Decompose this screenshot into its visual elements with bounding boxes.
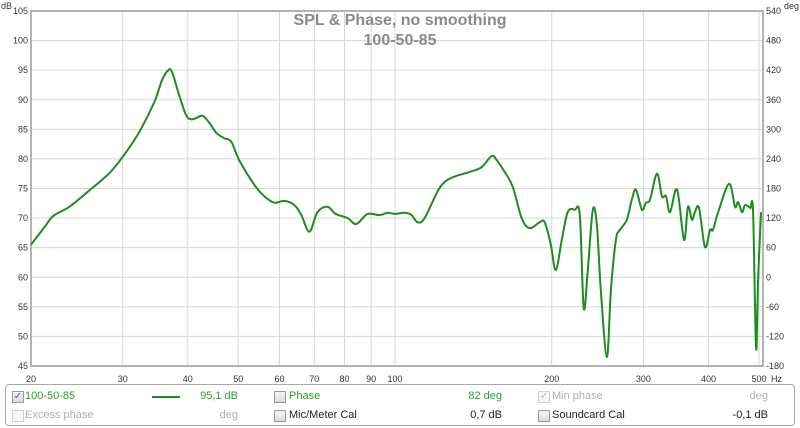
y-axis-label: dB (1, 1, 12, 11)
x-tick-label: 80 (340, 374, 350, 384)
phase-value: 82 deg (468, 390, 502, 402)
y-tick-label: 85 (18, 124, 28, 134)
excess-phase-value: deg (219, 409, 238, 421)
mic-cal-value: 0,7 dB (470, 409, 502, 421)
x-tick-label: 60 (274, 374, 284, 384)
soundcard-cal-checkbox[interactable] (538, 410, 550, 422)
plot-frame (30, 10, 764, 367)
series-line-100-50-85 (30, 67, 762, 359)
trace-label: 100-50-85 (25, 390, 76, 402)
chart-subtitle: 100-50-85 (364, 32, 437, 49)
soundcard-cal-label: Soundcard Cal (552, 409, 625, 421)
y2-tick-label: -60 (766, 302, 779, 312)
trace-value: 95,1 dB (200, 390, 238, 402)
chart-title: SPL & Phase, no smoothing (293, 12, 506, 29)
x-tick-label: 200 (544, 374, 559, 384)
excess-phase-label: Excess phase (25, 409, 94, 421)
x-tick-label: 70 (309, 374, 319, 384)
y2-tick-label: -120 (766, 331, 784, 341)
y-tick-label: 50 (18, 331, 28, 341)
y2-tick-label: 0 (766, 272, 771, 282)
x-tick-label: 30 (118, 374, 128, 384)
excess-phase-checkbox[interactable] (12, 410, 24, 422)
y2-tick-label: 240 (766, 154, 781, 164)
x-tick-label: 20 (26, 374, 36, 384)
x-axis-label: Hz (771, 374, 782, 384)
y2-tick-label: 60 (766, 243, 776, 253)
y-tick-label: 45 (18, 361, 28, 371)
min-phase-checkbox[interactable]: ✓ (538, 391, 550, 403)
mic-cal-checkbox[interactable] (274, 410, 286, 422)
trace-line-sample (152, 396, 180, 398)
y2-tick-label: 180 (766, 184, 781, 194)
y-tick-label: 65 (18, 243, 28, 253)
x-tick-label: 300 (636, 374, 651, 384)
phase-checkbox[interactable] (274, 391, 286, 403)
y-tick-label: 90 (18, 95, 28, 105)
min-phase-value: deg (749, 390, 768, 402)
y-tick-label: 75 (18, 184, 28, 194)
mic-cal-label: Mic/Meter Cal (289, 409, 357, 421)
x-tick-label: 90 (366, 374, 376, 384)
x-tick-label: 100 (387, 374, 402, 384)
grid (30, 11, 763, 366)
y2-tick-label: 480 (766, 36, 781, 46)
x-tick-label: 500 (751, 374, 766, 384)
y2-tick-label: 420 (766, 65, 781, 75)
legend-panel: ✓ 100-50-85 95,1 dB Phase 82 deg ✓ Min p… (5, 384, 795, 426)
y-tick-label: 105 (13, 6, 28, 16)
y2-axis-label: deg (784, 1, 799, 11)
y2-tick-label: 360 (766, 95, 781, 105)
y-tick-label: 80 (18, 154, 28, 164)
y-tick-label: 60 (18, 272, 28, 282)
min-phase-label: Min phase (552, 390, 603, 402)
y-tick-label: 100 (13, 36, 28, 46)
soundcard-cal-value: -0,1 dB (732, 409, 768, 421)
x-tick-label: 50 (233, 374, 243, 384)
phase-label: Phase (289, 390, 321, 402)
y-tick-label: 95 (18, 65, 28, 75)
x-tick-label: 400 (701, 374, 716, 384)
trace-checkbox[interactable]: ✓ (12, 391, 24, 403)
y2-tick-label: 120 (766, 213, 781, 223)
x-tick-label: 40 (183, 374, 193, 384)
y-tick-label: 70 (18, 213, 28, 223)
y2-tick-label: 540 (766, 6, 781, 16)
y2-tick-label: 300 (766, 124, 781, 134)
y-tick-label: 55 (18, 302, 28, 312)
y2-tick-label: -180 (766, 361, 784, 371)
